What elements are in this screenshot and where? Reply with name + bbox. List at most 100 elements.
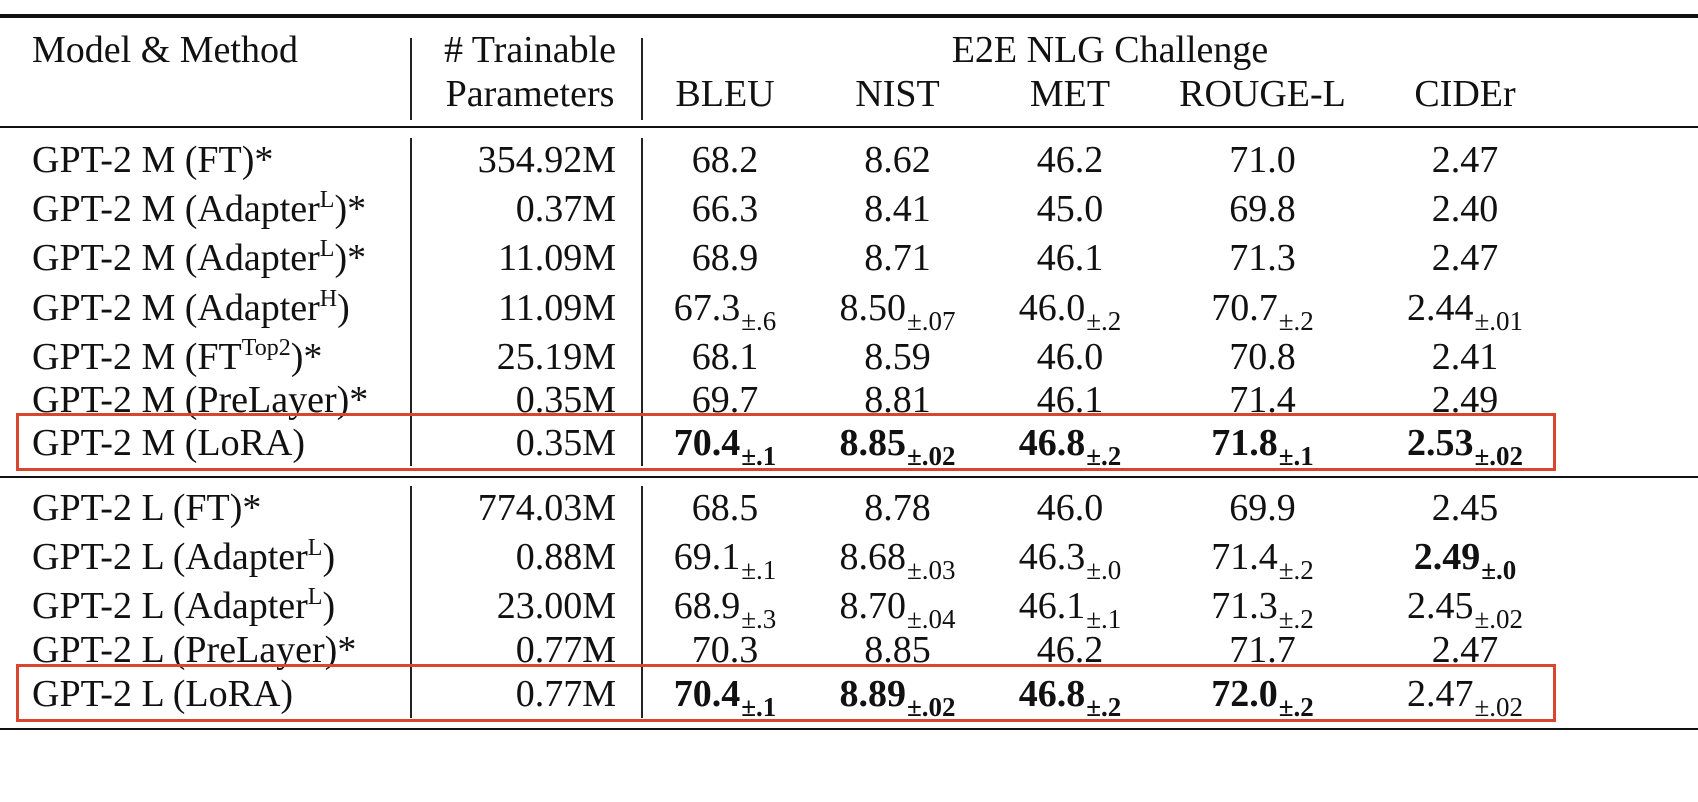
trainable-params: 0.37M bbox=[515, 188, 616, 230]
metric-std: ±.03 bbox=[906, 555, 956, 585]
method-name: GPT-2 M (AdapterH) bbox=[32, 286, 350, 330]
method-name: GPT-2 L (LoRA) bbox=[32, 672, 293, 716]
metric-mean: 8.59 bbox=[864, 336, 931, 378]
metric-std: ±.3 bbox=[741, 604, 777, 634]
metric-mean: 2.45 bbox=[1431, 487, 1499, 529]
metric-mean: 72.0 bbox=[1211, 673, 1278, 715]
metric-mean: 46.1 bbox=[1018, 585, 1086, 627]
header-metric-bleu: BLEU bbox=[675, 73, 775, 115]
metric-mean: 46.0 bbox=[1018, 287, 1086, 329]
metric-met-value: 46.8±.2 bbox=[985, 672, 1155, 729]
metric-met-value: 46.0 bbox=[985, 335, 1155, 379]
metric-nist-value: 8.89±.02 bbox=[810, 672, 985, 729]
method-base: GPT-2 L (Adapter bbox=[32, 536, 308, 578]
metric-std: ±.02 bbox=[1474, 692, 1524, 722]
metric-mean: 46.3 bbox=[1018, 536, 1086, 578]
metric-mean: 68.9 bbox=[691, 237, 759, 279]
trainable-params: 774.03M bbox=[477, 487, 616, 529]
metric-met-value: 46.2 bbox=[985, 138, 1155, 182]
metric-std: ±.04 bbox=[906, 604, 956, 634]
method-suffix: ) bbox=[280, 673, 294, 715]
metric-std: ±.2 bbox=[1086, 306, 1122, 336]
method-base: GPT-2 M (LoRA bbox=[32, 422, 293, 464]
method-base: GPT-2 L (LoRA bbox=[32, 673, 281, 715]
method-base: GPT-2 L (FT bbox=[32, 487, 230, 529]
metric-mean: 2.47 bbox=[1431, 237, 1499, 279]
method-superscript: L bbox=[307, 584, 323, 610]
method-base: GPT-2 M (Adapter bbox=[32, 188, 320, 230]
metric-met-value: 46.1±.1 bbox=[985, 584, 1155, 641]
method-base: GPT-2 M (Adapter bbox=[32, 237, 320, 279]
metric-cider-value: 2.45 bbox=[1370, 486, 1560, 530]
metric-std: ±.2 bbox=[1278, 604, 1314, 634]
metric-nist-value: 8.68±.03 bbox=[810, 535, 985, 592]
metric-nist-value: 8.70±.04 bbox=[810, 584, 985, 641]
method-name: GPT-2 L (AdapterL) bbox=[32, 584, 335, 628]
metric-bleu-value: 67.3±.6 bbox=[640, 286, 810, 343]
method-suffix: )* bbox=[290, 336, 323, 378]
metric-mean: 68.5 bbox=[691, 487, 759, 529]
metric-std: ±.2 bbox=[1086, 692, 1122, 722]
header-rule bbox=[0, 126, 1698, 128]
metric-rouge-l-value: 70.7±.2 bbox=[1155, 286, 1370, 343]
metric-std: ±.0 bbox=[1481, 555, 1517, 585]
method-base: GPT-2 M (FT bbox=[32, 336, 242, 378]
metric-std: ±.6 bbox=[741, 306, 777, 336]
metric-mean: 70.7 bbox=[1211, 287, 1278, 329]
method-superscript: L bbox=[307, 535, 323, 561]
method-superscript: L bbox=[319, 236, 335, 262]
metric-mean: 70.8 bbox=[1229, 336, 1296, 378]
metric-std: ±.01 bbox=[1474, 306, 1524, 336]
metric-rouge-l-value: 71.3 bbox=[1155, 236, 1370, 280]
metric-mean: 69.9 bbox=[1229, 487, 1296, 529]
metric-mean: 71.3 bbox=[1229, 237, 1296, 279]
trainable-params: 11.09M bbox=[498, 287, 616, 329]
metric-cider-value: 2.40 bbox=[1370, 187, 1560, 231]
metric-std: ±.02 bbox=[1474, 604, 1524, 634]
metric-mean: 71.4 bbox=[1211, 536, 1278, 578]
metric-mean: 46.2 bbox=[1036, 139, 1104, 181]
metric-nist-value: 8.59 bbox=[810, 335, 985, 379]
metric-cider-value: 2.53±.02 bbox=[1370, 421, 1560, 478]
metric-rouge-l-value: 69.8 bbox=[1155, 187, 1370, 231]
method-suffix: )* bbox=[241, 139, 274, 181]
metric-mean: 2.40 bbox=[1431, 188, 1499, 230]
metric-rouge-l-value: 72.0±.2 bbox=[1155, 672, 1370, 729]
lora-highlight-box bbox=[16, 664, 1556, 722]
header-model-method: Model & Method bbox=[32, 29, 298, 71]
model-params-separator bbox=[410, 486, 412, 718]
metric-mean: 68.1 bbox=[691, 336, 759, 378]
metric-mean: 71.0 bbox=[1229, 139, 1296, 181]
metric-mean: 68.9 bbox=[673, 585, 741, 627]
model-params-separator bbox=[410, 138, 412, 466]
metric-mean: 8.68 bbox=[839, 536, 906, 578]
method-superscript: H bbox=[319, 286, 338, 312]
top-rule bbox=[0, 14, 1698, 18]
method-suffix: ) bbox=[337, 287, 350, 329]
metric-rouge-l-value: 71.3±.2 bbox=[1155, 584, 1370, 641]
metric-bleu-value: 70.4±.1 bbox=[640, 421, 810, 478]
metric-rouge-l-value: 70.8 bbox=[1155, 335, 1370, 379]
metric-met-value: 45.0 bbox=[985, 187, 1155, 231]
lora-highlight-box bbox=[16, 413, 1556, 471]
metric-std: ±.07 bbox=[906, 306, 956, 336]
metric-std: ±.1 bbox=[1278, 441, 1314, 471]
method-base: GPT-2 M (FT bbox=[32, 139, 242, 181]
method-suffix: ) bbox=[322, 585, 336, 627]
metric-nist-value: 8.62 bbox=[810, 138, 985, 182]
metric-cider-value: 2.44±.01 bbox=[1370, 286, 1560, 343]
metric-mean: 71.3 bbox=[1211, 585, 1278, 627]
header-params-line2: Parameters bbox=[445, 73, 615, 115]
metric-mean: 46.0 bbox=[1036, 487, 1104, 529]
metric-mean: 2.53 bbox=[1406, 422, 1474, 464]
metric-cider-value: 2.47±.02 bbox=[1370, 672, 1560, 729]
metric-nist-value: 8.78 bbox=[810, 486, 985, 530]
method-suffix: ) bbox=[292, 422, 306, 464]
metric-std: ±.1 bbox=[741, 692, 777, 722]
bottom-rule bbox=[0, 728, 1698, 730]
model-params-separator bbox=[410, 38, 412, 120]
metric-mean: 8.70 bbox=[839, 585, 906, 627]
metric-mean: 8.50 bbox=[839, 287, 906, 329]
method-name: GPT-2 M (LoRA) bbox=[32, 421, 305, 465]
